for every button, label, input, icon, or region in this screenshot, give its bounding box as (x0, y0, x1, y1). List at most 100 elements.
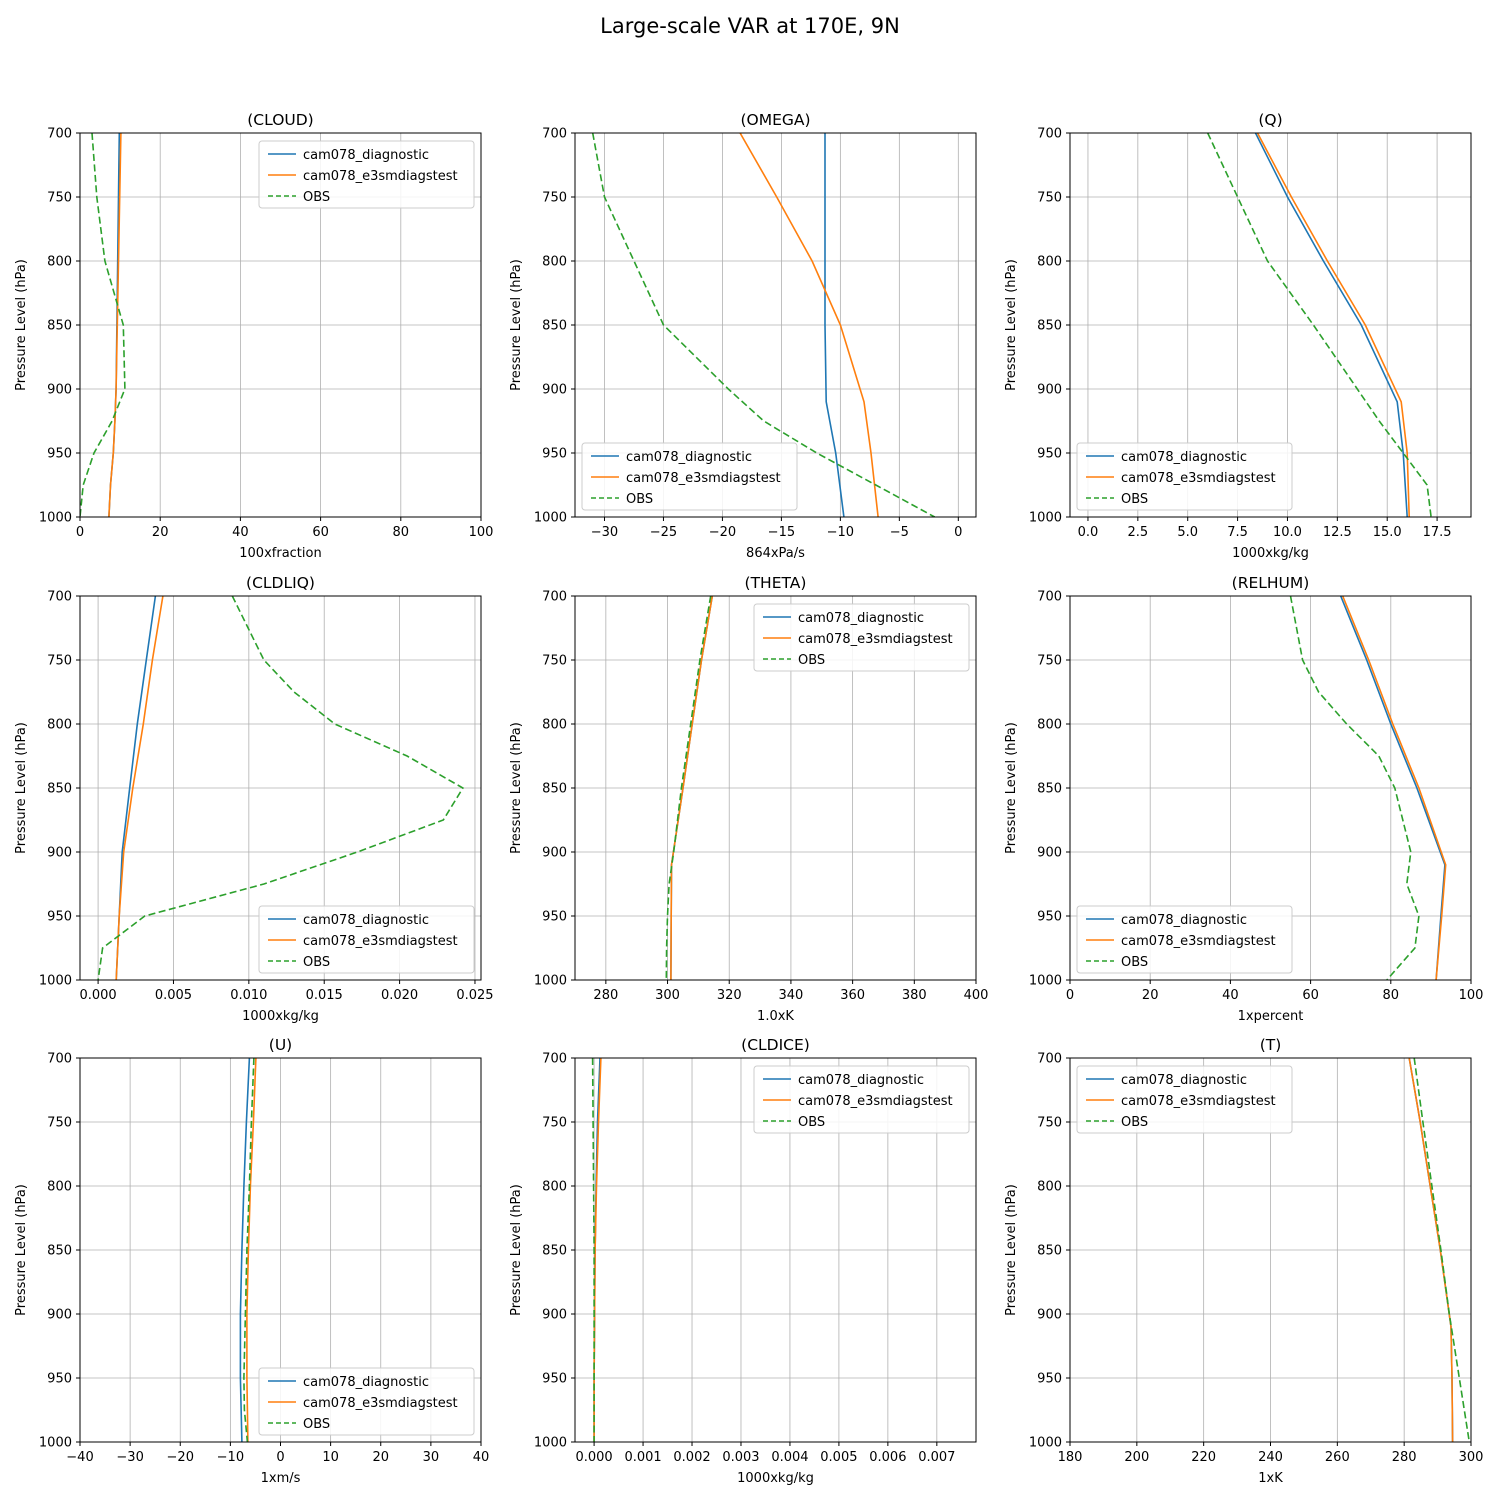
legend-label: cam078_diagnostic (1121, 913, 1247, 928)
legend-label: cam078_e3smdiagstest (1121, 1094, 1276, 1109)
series-line-OBS (80, 133, 126, 517)
series-line-cam078_diagnostic (239, 1058, 251, 1442)
series-line-OBS (591, 133, 936, 517)
legend-label: cam078_diagnostic (626, 450, 752, 465)
subplot: 0.000 0.001 0.002 0.003 0.004 0.005 0.006 0.007… (509, 1036, 977, 1486)
series-line-cam078_e3smdiagstest (115, 596, 164, 980)
x-tick-label: 200 (1124, 1450, 1149, 1465)
x-tick-label: 17.5 (1423, 525, 1452, 540)
x-tick-label: 40 (1222, 988, 1239, 1003)
y-tick-label: 900 (542, 383, 567, 398)
legend-box (258, 140, 475, 209)
x-tick-label: 40 (232, 525, 249, 540)
y-tick-label: 1000 (39, 1436, 72, 1451)
y-tick-label: 800 (47, 718, 72, 733)
y-tick-label: 750 (1037, 654, 1062, 669)
legend-label: cam078_e3smdiagstest (303, 169, 458, 184)
subplot: 280 300 320 340 360 380 400 700 750 800 850 900 950 1… (509, 574, 988, 1024)
series-line-cam078_e3smdiagstest (670, 596, 714, 980)
x-tick-label: 40 (473, 1450, 490, 1465)
legend-label: OBS (798, 653, 825, 668)
subplot-title: (T) (1260, 1036, 1282, 1054)
subplot-title: (CLDLIQ) (246, 574, 315, 592)
subplot: −30 −25 −20 −15 −10 −5 0 700 750 800 850 900 950 1000… (509, 111, 977, 561)
series-line-OBS (1289, 596, 1420, 980)
x-tick-label: 0.0 (1078, 525, 1099, 540)
x-tick-label: 0.005 (155, 988, 192, 1003)
series-line-cam078_e3smdiagstest (108, 133, 122, 517)
x-tick-label: −10 (827, 525, 854, 540)
x-tick-label: 0.002 (673, 1450, 710, 1465)
legend: cam078_diagnostic cam078_e3smdiagstest OBS (753, 603, 970, 672)
x-tick-label: 0 (954, 525, 962, 540)
x-tick-label: −5 (890, 525, 909, 540)
x-tick-label: 12.5 (1323, 525, 1352, 540)
y-tick-label: 950 (542, 447, 567, 462)
x-tick-label: 0.020 (381, 988, 418, 1003)
subplot-title: (OMEGA) (740, 111, 810, 129)
y-tick-label: 850 (47, 1244, 72, 1259)
subplot-title: (CLDICE) (741, 1036, 810, 1054)
x-tick-label: 400 (964, 988, 989, 1003)
x-tick-label: 30 (423, 1450, 440, 1465)
y-axis-label: Pressure Level (hPa) (14, 1184, 29, 1316)
x-tick-label: 80 (1383, 988, 1400, 1003)
x-tick-label: 60 (1302, 988, 1319, 1003)
y-tick-label: 900 (1037, 383, 1062, 398)
x-axis-label: 1.0xK (757, 1009, 794, 1024)
legend-label: cam078_e3smdiagstest (1121, 934, 1276, 949)
legend-box (581, 442, 798, 511)
x-tick-label: −15 (768, 525, 795, 540)
y-tick-label: 800 (542, 255, 567, 270)
legend-box (753, 1065, 970, 1134)
y-tick-label: 750 (542, 1116, 567, 1131)
y-axis-label: Pressure Level (hPa) (14, 259, 29, 391)
legend-label: cam078_diagnostic (1121, 1073, 1247, 1088)
x-tick-label: 0.015 (306, 988, 343, 1003)
y-tick-label: 800 (1037, 1180, 1062, 1195)
legend-label: cam078_diagnostic (798, 611, 924, 626)
legend-box (1076, 1065, 1293, 1134)
legend-box (258, 1367, 475, 1436)
x-tick-label: −25 (650, 525, 677, 540)
y-tick-label: 800 (542, 718, 567, 733)
legend-label: cam078_e3smdiagstest (1121, 471, 1276, 486)
y-axis-label: Pressure Level (hPa) (14, 722, 29, 854)
legend-label: OBS (1121, 492, 1148, 507)
y-axis-label: Pressure Level (hPa) (1004, 1184, 1019, 1316)
series-line-cam078_diagnostic (1254, 133, 1408, 517)
y-tick-label: 950 (542, 1372, 567, 1387)
y-tick-label: 750 (1037, 191, 1062, 206)
y-axis-label: Pressure Level (hPa) (509, 1184, 524, 1316)
legend-label: cam078_diagnostic (303, 1375, 429, 1390)
legend: cam078_diagnostic cam078_e3smdiagstest OBS (1076, 1065, 1293, 1134)
x-tick-label: 180 (1058, 1450, 1083, 1465)
x-tick-label: 260 (1325, 1450, 1350, 1465)
x-tick-label: 20 (1142, 988, 1159, 1003)
x-tick-label: 240 (1258, 1450, 1283, 1465)
x-tick-label: 320 (717, 988, 742, 1003)
subplot: 0 20 40 60 80 100 700 750 800 850 900 950 1000 (CLOUD… (14, 111, 493, 561)
y-tick-label: 950 (542, 910, 567, 925)
series-line-cam078_e3smdiagstest (246, 1058, 257, 1442)
y-axis-label: Pressure Level (hPa) (1004, 259, 1019, 391)
y-tick-label: 750 (542, 191, 567, 206)
x-tick-label: 380 (902, 988, 927, 1003)
x-tick-label: 7.5 (1227, 525, 1248, 540)
legend-label: cam078_diagnostic (798, 1073, 924, 1088)
x-axis-label: 864xPa/s (746, 546, 805, 561)
x-axis-label: 1000xkg/kg (242, 1009, 319, 1024)
x-tick-label: 80 (393, 525, 410, 540)
x-tick-label: 0 (1066, 988, 1074, 1003)
x-tick-label: 0.010 (230, 988, 267, 1003)
y-tick-label: 700 (47, 1052, 72, 1067)
x-tick-label: 360 (840, 988, 865, 1003)
series-line-OBS (665, 596, 712, 980)
x-tick-label: 0.025 (456, 988, 493, 1003)
y-tick-label: 950 (1037, 447, 1062, 462)
x-tick-label: 0.006 (869, 1450, 906, 1465)
legend-box (258, 905, 475, 974)
y-tick-label: 1000 (534, 1436, 567, 1451)
y-tick-label: 750 (47, 654, 72, 669)
